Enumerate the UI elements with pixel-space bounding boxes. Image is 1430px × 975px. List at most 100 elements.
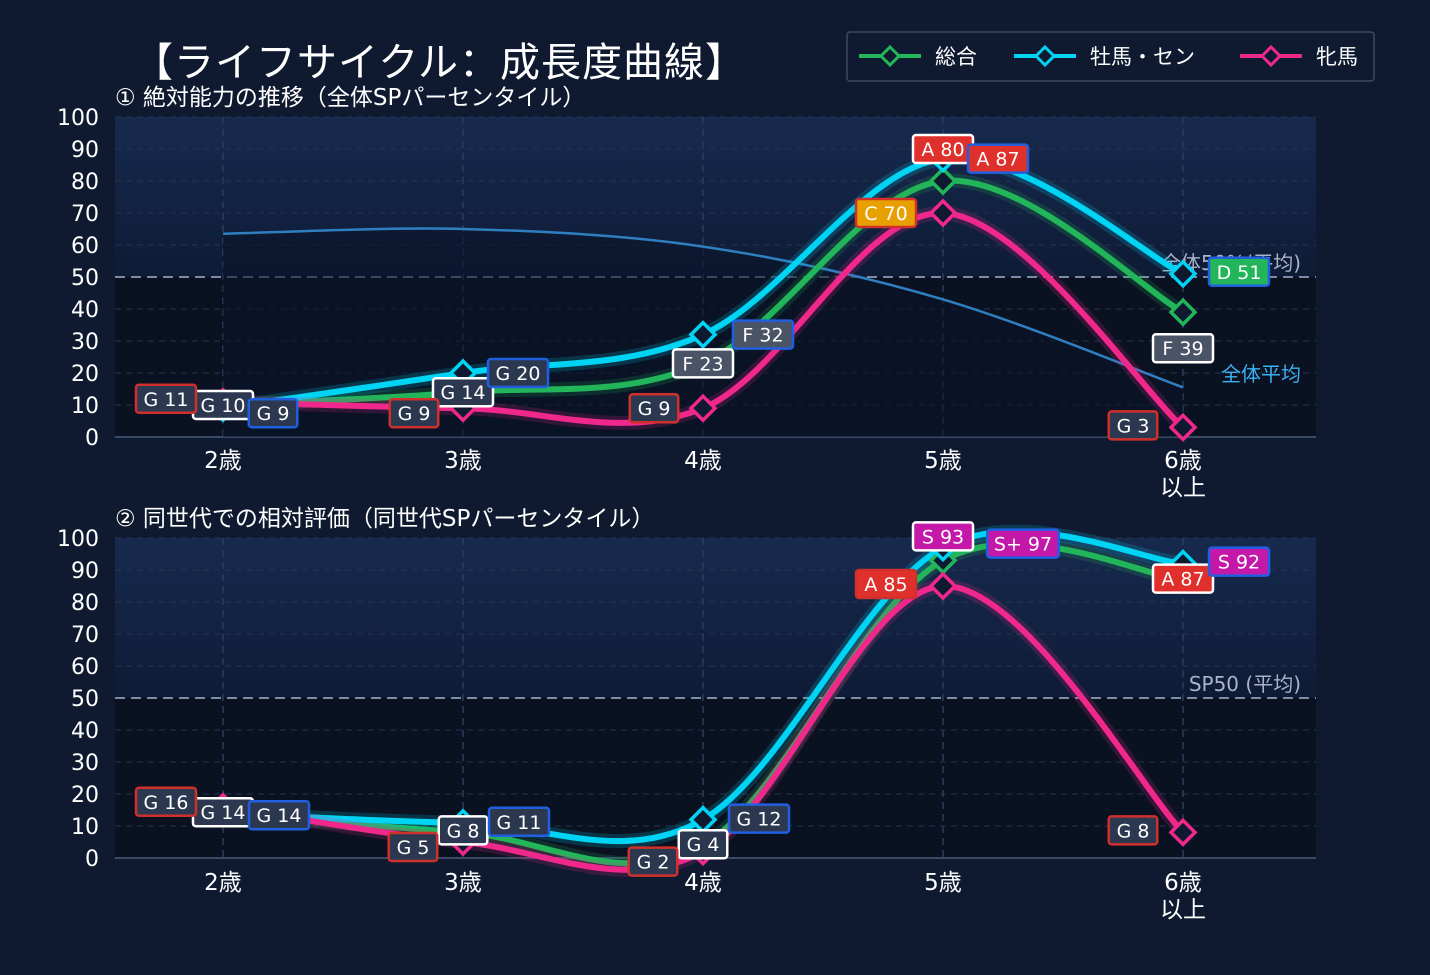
data-label-box <box>1207 546 1271 577</box>
data-label: S 92 <box>1207 546 1271 577</box>
baseline-label: 全体平均 <box>1221 362 1301 386</box>
y-tick-label: 90 <box>71 138 99 163</box>
data-label-text: A 87 <box>1161 569 1204 591</box>
data-label: S+ 97 <box>986 528 1060 559</box>
data-label: G 11 <box>487 806 551 838</box>
data-label-box <box>628 392 680 424</box>
data-label-box <box>966 143 1030 174</box>
data-label-box <box>388 397 440 429</box>
panel-2: 0 10 20 30 40 50 60 70 80 90 100 SP50 (平均) 2歳 3歳 4歳 5歳 6… <box>57 521 1316 923</box>
legend-marker-0 <box>878 44 902 68</box>
data-label-text: G 14 <box>257 805 302 827</box>
data-label: G 14 <box>191 796 255 828</box>
data-label-box <box>854 568 918 600</box>
data-label-text: A 85 <box>864 574 907 596</box>
data-label-box <box>1107 815 1159 846</box>
data-label-text: S 92 <box>1218 552 1260 574</box>
data-label: G 11 <box>134 383 198 415</box>
data-label-text: S 93 <box>922 526 964 548</box>
data-label-text: G 14 <box>441 382 486 404</box>
series-marker-2 <box>1168 412 1198 442</box>
series-marker-2 <box>928 198 958 228</box>
x-tick-label: 4歳 <box>684 448 722 474</box>
y-tick-label: 0 <box>85 847 99 872</box>
data-label: G 9 <box>628 392 680 424</box>
data-label-text: G 9 <box>398 403 431 425</box>
data-label: A 87 <box>1151 563 1215 594</box>
y-tick-label: 100 <box>57 106 99 131</box>
data-label-text: G 14 <box>201 802 246 824</box>
y-tick-label: 50 <box>71 687 99 712</box>
x-tick-label: 5歳 <box>924 448 962 474</box>
data-label: G 14 <box>247 799 311 831</box>
y-tick-label: 40 <box>71 298 99 323</box>
data-label-box <box>387 831 439 863</box>
x-tick-label: 2歳 <box>204 448 242 474</box>
data-label-box <box>1151 563 1215 594</box>
x-tick-label: 3歳 <box>444 870 482 896</box>
legend-box <box>846 31 1375 82</box>
data-label-box <box>486 357 550 389</box>
data-label-text: G 4 <box>687 834 720 856</box>
series-marker-2 <box>688 393 718 423</box>
y-tick-label: 30 <box>71 751 99 776</box>
data-label-text: F 32 <box>742 325 783 347</box>
data-label-box <box>487 806 551 838</box>
x-tick-label: 3歳 <box>444 448 482 474</box>
data-label: G 16 <box>134 786 198 818</box>
panel-1: 0102030405060708090100全体50%(平均)全体平均2歳3歳4… <box>57 106 1316 501</box>
data-label-text: G 11 <box>144 389 189 411</box>
data-label-text: A 80 <box>921 139 964 161</box>
legend: 総合 牡馬・セン 牝馬 <box>846 31 1375 82</box>
y-tick-label: 30 <box>71 330 99 355</box>
y-tick-label: 20 <box>71 783 99 808</box>
data-label: G 20 <box>486 357 550 389</box>
legend-marker-2 <box>1259 44 1283 68</box>
data-label-text: G 12 <box>737 809 782 831</box>
data-label-box <box>437 815 489 846</box>
data-label-box <box>134 786 198 818</box>
y-tick-label: 40 <box>71 719 99 744</box>
series-marker-2 <box>1168 817 1198 847</box>
data-label-text: G 16 <box>144 792 189 814</box>
data-label-box <box>1107 410 1159 441</box>
data-label-box <box>134 383 198 415</box>
data-label-text: G 10 <box>201 395 246 417</box>
legend-label-0: 総合 <box>935 45 977 69</box>
y-tick-label: 80 <box>71 591 99 616</box>
data-label: S 93 <box>911 521 975 552</box>
data-label-text: G 2 <box>637 852 670 874</box>
legend-marker-1 <box>1033 44 1057 68</box>
data-label-text: D 51 <box>1217 262 1262 284</box>
panel-1-title: ① 絶対能力の推移（全体SPパーセンタイル） <box>115 85 586 111</box>
data-label-text: G 9 <box>257 403 290 425</box>
data-label-box <box>911 521 975 552</box>
data-label: G 5 <box>387 831 439 863</box>
x-tick-label: 以上 <box>1160 475 1206 501</box>
data-label-text: G 5 <box>397 837 430 859</box>
y-tick-label: 10 <box>71 815 99 840</box>
page-title: 【ライフサイクル：成長度曲線】 <box>133 40 746 86</box>
x-tick-label: 2歳 <box>204 870 242 896</box>
y-tick-label: 70 <box>71 623 99 648</box>
data-label: F 32 <box>731 319 795 350</box>
y-tick-label: 60 <box>71 655 99 680</box>
data-label: G 8 <box>1107 815 1159 846</box>
data-label-box <box>247 799 311 831</box>
panel-2-title: ② 同世代での相対評価（同世代SPパーセンタイル） <box>115 506 655 532</box>
data-label: G 8 <box>437 815 489 846</box>
data-label-box <box>986 528 1060 559</box>
data-label-box <box>727 803 791 834</box>
data-label: G 14 <box>431 376 495 408</box>
data-label: G 9 <box>247 397 299 429</box>
data-label-text: F 23 <box>682 353 723 375</box>
x-tick-label: 5歳 <box>924 870 962 896</box>
data-label: A 80 <box>911 133 975 165</box>
data-label-text: F 39 <box>1162 338 1203 360</box>
data-label: G 4 <box>677 828 729 860</box>
reference-line-label: SP50 (平均) <box>1189 672 1301 696</box>
data-label: F 23 <box>671 348 735 379</box>
x-tick-label: 以上 <box>1160 897 1206 923</box>
